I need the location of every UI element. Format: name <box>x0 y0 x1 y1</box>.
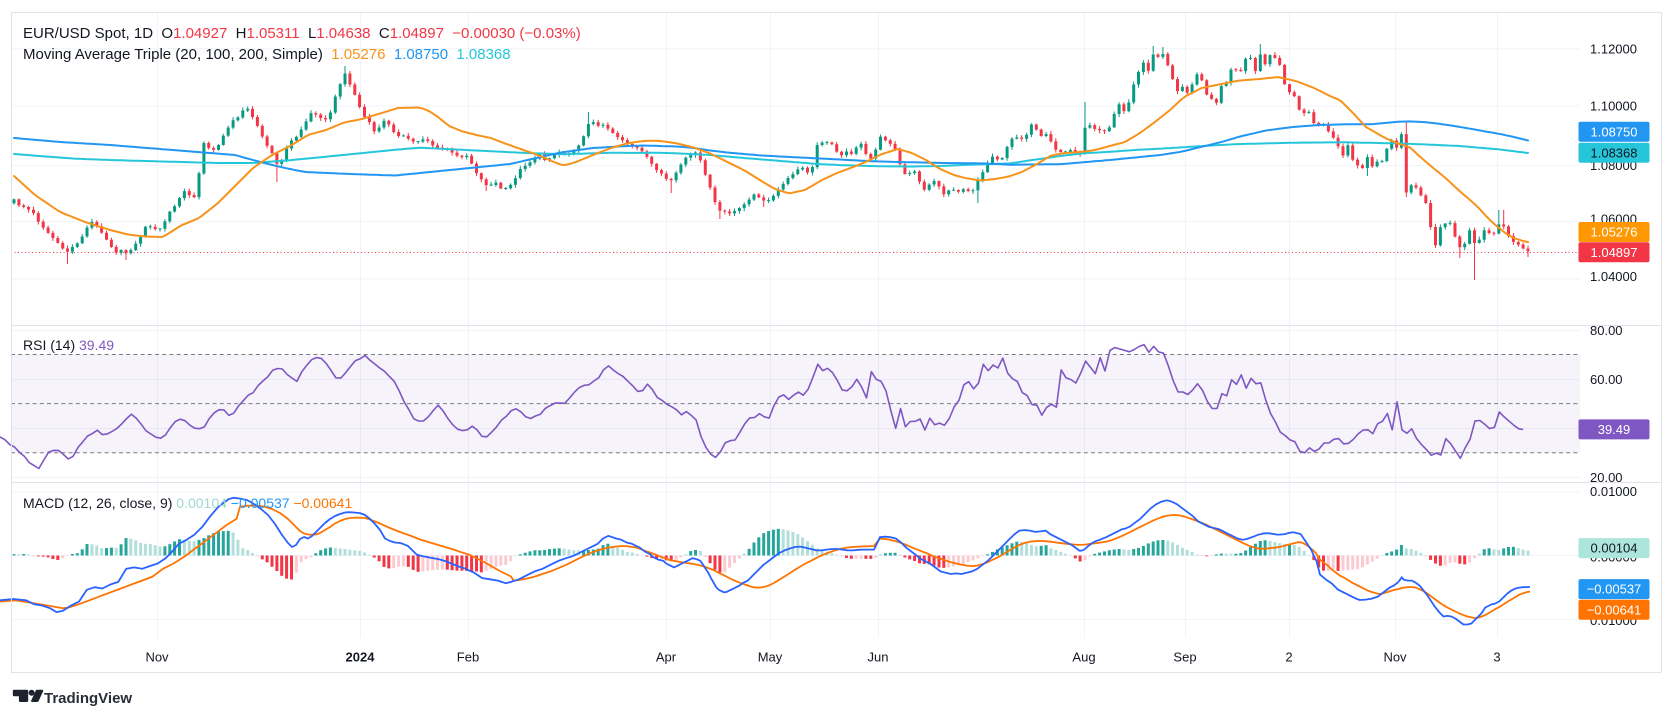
svg-text:Moving Average Triple (20, 100: Moving Average Triple (20, 100, 200, Sim… <box>23 46 511 63</box>
svg-text:1.12000: 1.12000 <box>1590 41 1637 56</box>
svg-text:1.04897: 1.04897 <box>1591 245 1638 260</box>
svg-text:TradingView: TradingView <box>44 690 132 707</box>
svg-text:1.05276: 1.05276 <box>1591 225 1638 240</box>
svg-text:Nov: Nov <box>1383 650 1407 665</box>
svg-text:−0.00537: −0.00537 <box>1587 582 1642 597</box>
svg-text:2024: 2024 <box>346 650 376 665</box>
svg-text:39.49: 39.49 <box>1598 422 1631 437</box>
svg-text:Aug: Aug <box>1072 650 1095 665</box>
svg-text:−0.00641: −0.00641 <box>1587 602 1642 617</box>
svg-text:1.08750: 1.08750 <box>1591 124 1638 139</box>
svg-text:Feb: Feb <box>457 650 479 665</box>
svg-text:RSI (14) 39.49: RSI (14) 39.49 <box>23 337 114 353</box>
svg-text:80.00: 80.00 <box>1590 323 1623 338</box>
svg-text:1.10000: 1.10000 <box>1590 99 1637 114</box>
svg-text:EUR/USD Spot, 1D O1.04927 H1: EUR/USD Spot, 1D O1.04927 H1.05311 L1.04… <box>23 25 581 42</box>
svg-text:Jun: Jun <box>868 650 889 665</box>
svg-text:1.08368: 1.08368 <box>1591 145 1638 160</box>
svg-text:0.01000: 0.01000 <box>1590 484 1637 499</box>
svg-text:2: 2 <box>1285 650 1292 665</box>
svg-text:0.00104: 0.00104 <box>1591 541 1638 556</box>
svg-text:1.04000: 1.04000 <box>1590 269 1637 284</box>
svg-text:Sep: Sep <box>1173 650 1196 665</box>
svg-text:3: 3 <box>1493 650 1500 665</box>
svg-text:Nov: Nov <box>145 650 169 665</box>
svg-text:May: May <box>758 650 783 665</box>
svg-text:20.00: 20.00 <box>1590 470 1623 485</box>
svg-text:Apr: Apr <box>656 650 677 665</box>
svg-text:60.00: 60.00 <box>1590 372 1623 387</box>
svg-text:MACD (12, 26, close, 9) 0.001: MACD (12, 26, close, 9) 0.00104 −0.00537… <box>23 495 352 511</box>
